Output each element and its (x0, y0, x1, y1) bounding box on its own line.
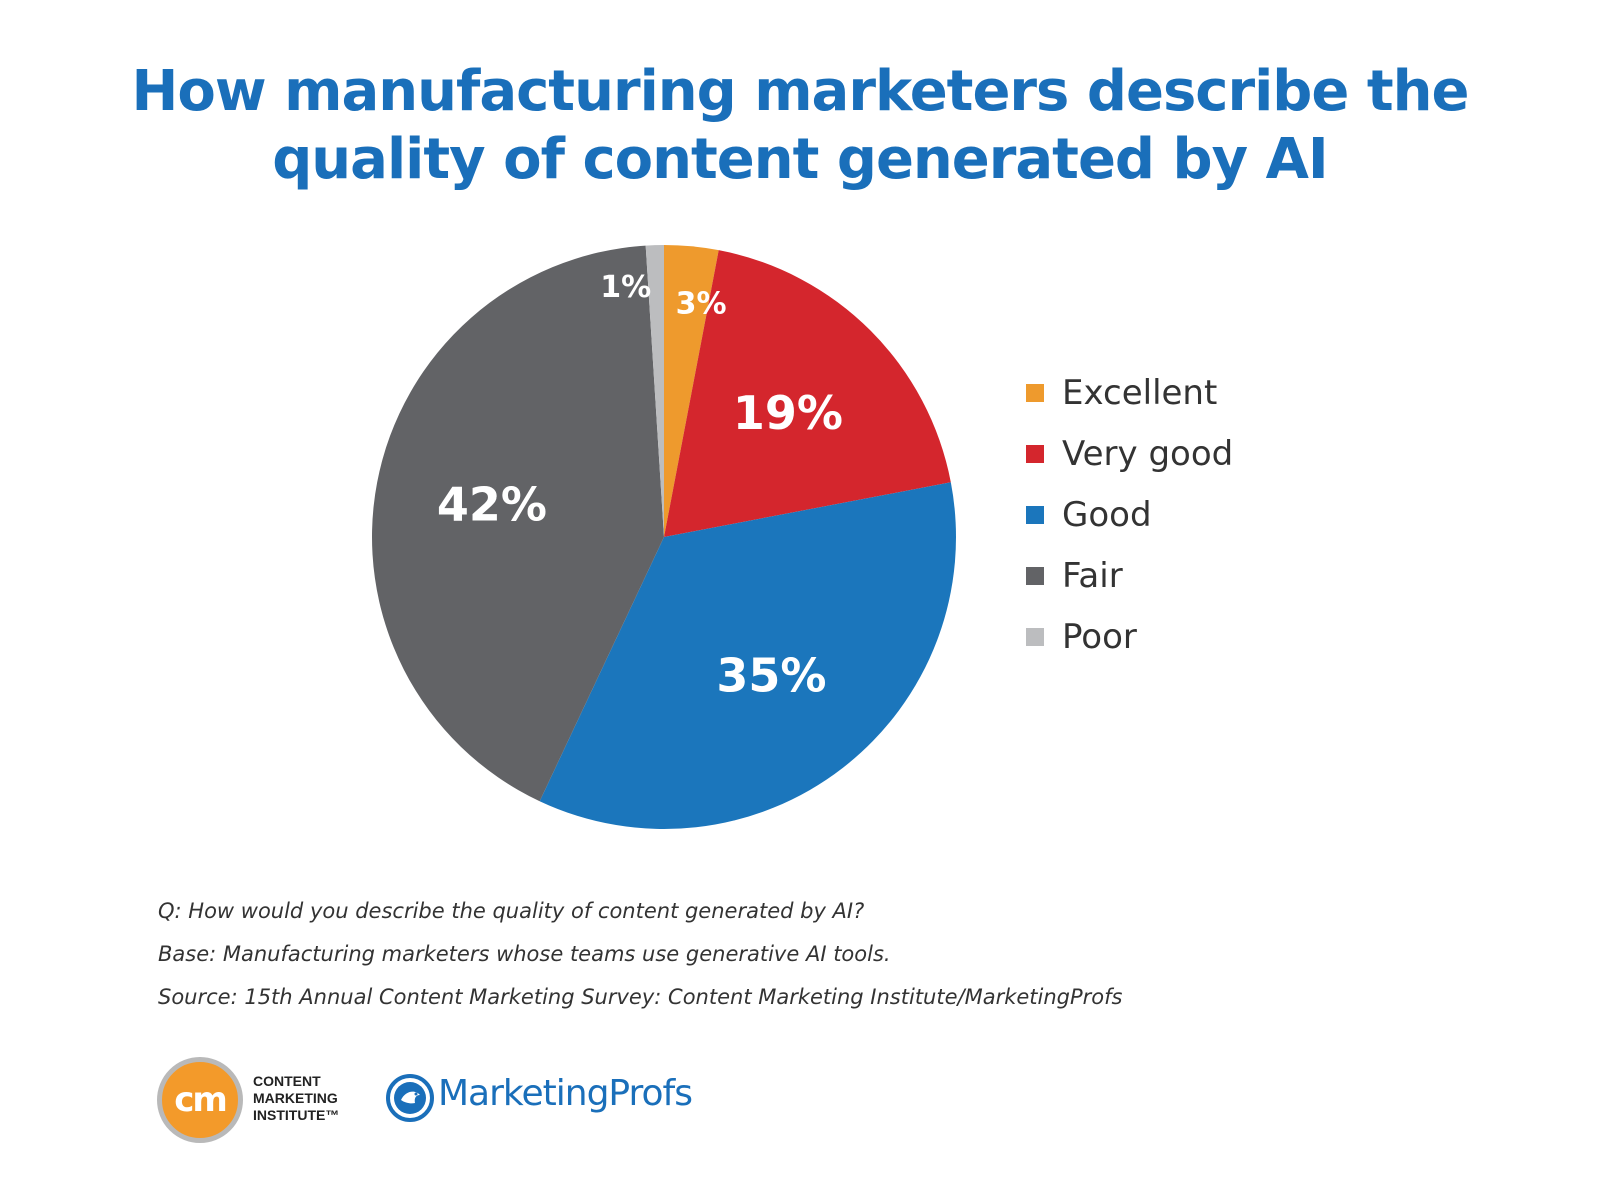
pie-slice-poor (645, 245, 664, 537)
cmi-logo-mark: cm (157, 1057, 243, 1143)
marketingprofs-bird-icon (386, 1074, 434, 1122)
cmi-logo-line1: CONTENT (253, 1073, 321, 1089)
legend-swatch-poor (1026, 627, 1044, 646)
chart-legend: Excellent Very good Good Fair Poor (1026, 362, 1233, 667)
legend-item-good: Good (1026, 484, 1233, 545)
survey-source: Source: 15th Annual Content Marketing Su… (158, 985, 1123, 1009)
legend-swatch-good (1026, 505, 1044, 524)
legend-item-fair: Fair (1026, 545, 1233, 606)
legend-item-very-good: Very good (1026, 423, 1233, 484)
pie-slice-excellent (664, 245, 719, 537)
cmi-logo-line3: INSTITUTE™ (253, 1107, 340, 1123)
legend-label-good: Good (1062, 494, 1152, 535)
survey-base: Base: Manufacturing marketers whose team… (158, 942, 891, 966)
chart-title: How manufacturing marketers describe the… (131, 59, 1470, 192)
survey-question: Q: How would you describe the quality of… (158, 899, 865, 923)
legend-swatch-excellent (1026, 383, 1044, 402)
marketingprofs-logo-text: MarketingProfs (438, 1073, 693, 1114)
pie-label-excellent: 3% (676, 286, 727, 321)
pie-label-fair: 42% (437, 477, 547, 531)
chart-notes: Q: How would you describe the quality of… (158, 890, 1122, 1019)
pie-slice-fair (371, 245, 664, 802)
pie-label-good: 35% (716, 649, 826, 703)
pie-slice-good (539, 482, 957, 829)
pie-slice-very-good (664, 250, 951, 537)
legend-swatch-fair (1026, 566, 1044, 585)
legend-swatch-very-good (1026, 444, 1044, 463)
legend-item-excellent: Excellent (1026, 362, 1233, 423)
legend-item-poor: Poor (1026, 606, 1233, 667)
legend-label-poor: Poor (1062, 616, 1137, 657)
pie-label-poor: 1% (600, 270, 651, 305)
pie-label-very-good: 19% (733, 386, 843, 440)
legend-label-fair: Fair (1062, 555, 1123, 596)
logos: cm CONTENT MARKETING INSTITUTE™ Marketin… (157, 1057, 717, 1147)
cmi-logo-text: CONTENT MARKETING INSTITUTE™ (253, 1073, 363, 1124)
cmi-logo-line2: MARKETING (253, 1090, 338, 1106)
pie-chart: 3% 19% 35% 42% 1% (371, 245, 957, 829)
legend-label-very-good: Very good (1062, 433, 1234, 474)
legend-label-excellent: Excellent (1062, 372, 1218, 413)
